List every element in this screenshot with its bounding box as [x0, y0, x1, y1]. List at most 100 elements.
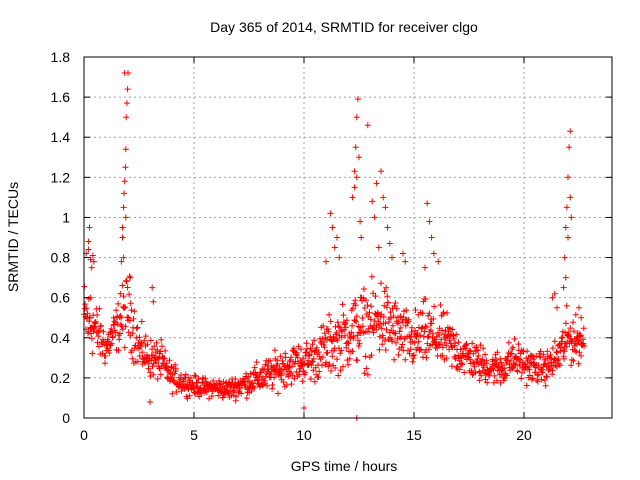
data-point [542, 382, 549, 389]
data-point [453, 331, 460, 338]
data-point [455, 339, 462, 346]
data-point [493, 360, 500, 367]
data-point [108, 340, 115, 347]
data-point [476, 368, 483, 375]
data-point [130, 315, 137, 322]
data-point [120, 293, 127, 300]
data-point [120, 204, 127, 211]
data-point [301, 360, 308, 367]
data-point [353, 174, 360, 181]
data-point [320, 322, 327, 329]
data-point [216, 377, 222, 384]
data-point [383, 284, 390, 291]
data-point [338, 347, 345, 354]
data-point [372, 293, 379, 300]
data-point [158, 336, 165, 343]
data-point [390, 313, 397, 320]
data-point [528, 376, 535, 383]
data-point [271, 347, 278, 354]
data-points [81, 70, 588, 421]
data-point [120, 254, 127, 261]
data-point [355, 337, 361, 344]
data-point [134, 324, 141, 331]
data-point [418, 346, 424, 353]
data-point [326, 311, 333, 318]
data-point [323, 359, 329, 366]
data-point [86, 224, 93, 231]
data-point [159, 343, 165, 350]
data-point [119, 234, 126, 241]
data-point [126, 317, 133, 324]
data-point [467, 356, 474, 363]
data-point [89, 252, 96, 259]
data-point [368, 303, 375, 310]
data-point [526, 366, 533, 373]
data-point [96, 305, 103, 312]
data-point [537, 354, 544, 361]
data-point [545, 360, 552, 367]
data-point [475, 347, 481, 354]
data-point [410, 352, 417, 358]
data-point [376, 346, 383, 353]
data-point [507, 351, 514, 358]
data-point [364, 122, 371, 129]
data-point [163, 360, 170, 367]
data-point [549, 345, 556, 352]
data-point [166, 369, 173, 376]
data-point [562, 274, 569, 281]
data-point [430, 315, 437, 322]
data-point [434, 345, 441, 352]
data-point [321, 339, 327, 345]
data-point [398, 333, 405, 340]
data-point [348, 329, 355, 336]
data-point [511, 335, 518, 342]
data-point [113, 307, 120, 314]
data-point [117, 290, 124, 297]
data-point [391, 356, 398, 363]
data-point [428, 234, 435, 241]
data-point [280, 360, 287, 367]
data-point [315, 349, 322, 356]
data-point [500, 368, 506, 374]
data-point [311, 337, 318, 344]
data-point [578, 314, 585, 321]
data-point [425, 333, 432, 340]
y-tick-label: 0.2 [51, 370, 71, 386]
data-point [554, 304, 560, 311]
data-point [124, 86, 131, 93]
data-point [466, 347, 473, 354]
data-point [541, 377, 548, 384]
data-point [524, 348, 531, 355]
data-point [424, 200, 431, 207]
data-point [471, 363, 478, 370]
data-point [353, 318, 360, 325]
data-point [345, 340, 352, 347]
data-point [336, 324, 343, 331]
data-point [560, 284, 567, 291]
data-point [316, 368, 323, 375]
data-point [308, 362, 315, 369]
data-point [570, 357, 577, 364]
data-point [526, 372, 533, 379]
data-point [133, 325, 140, 332]
data-point [503, 372, 510, 379]
data-point [121, 70, 128, 76]
data-point [238, 390, 245, 397]
data-point [119, 224, 126, 231]
data-point [298, 346, 304, 353]
data-point [534, 372, 541, 379]
data-point [402, 356, 409, 363]
data-point [121, 190, 127, 197]
data-point [321, 344, 328, 351]
data-point [271, 374, 278, 381]
data-point [121, 178, 128, 185]
data-point [87, 256, 94, 263]
data-point [563, 343, 570, 350]
data-point [258, 369, 264, 376]
data-point [196, 393, 203, 400]
data-point [350, 333, 357, 340]
data-point [331, 244, 338, 251]
y-tick-label: 1.6 [51, 89, 71, 105]
data-point [126, 273, 133, 280]
data-point [334, 319, 341, 326]
